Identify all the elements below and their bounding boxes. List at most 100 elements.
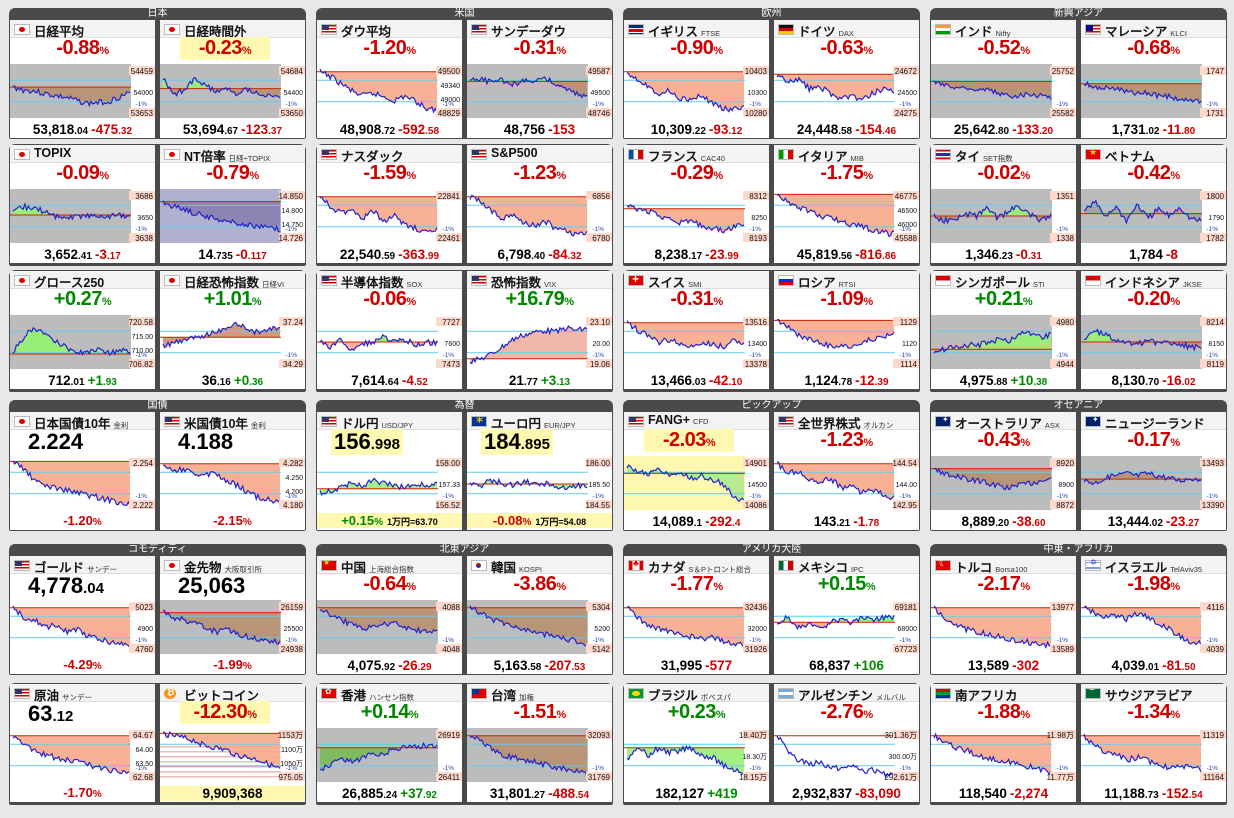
percent-change: -0.88% <box>56 37 109 59</box>
market-subname: EUR/JPY <box>544 421 576 430</box>
market-name: アルゼンチン メルバル <box>798 689 906 703</box>
market-tile[interactable]: イギリス FTSE -0.90% 10403 10300 10280 -1% 10,309.2… <box>624 20 769 138</box>
percent-marker: -1% <box>899 101 911 108</box>
market-tile[interactable]: TOPIX -0.09% 3686 3650 3638 -1% 3,652.41 -3.17 <box>10 145 155 263</box>
market-group: ナスダック -1.59% 22841 22461 -1% 22,540.59 -363.99… <box>316 144 613 266</box>
market-tile[interactable]: ドイツ DAX -0.63% 24672 24500 24275 -1% 24,448.58-… <box>774 20 919 138</box>
axis-label: 1100万 <box>281 746 303 754</box>
market-tile[interactable]: フランス CAC40 -0.29% 8312 8250 8193 -1% 8,238.17 -2… <box>624 145 769 263</box>
axis-label: 2.222 <box>133 501 154 510</box>
tile-header: S&P500 <box>467 145 612 163</box>
market-tile[interactable]: マレーシア KLCI -0.68% 1747 1731 -1% 1,731.02 -11.80 <box>1081 20 1226 138</box>
chart-area <box>627 606 744 648</box>
market-tile[interactable]: ナスダック -1.59% 22841 22461 -1% 22,540.59 -363.99 <box>317 145 462 263</box>
price-line <box>933 467 1052 491</box>
price-line <box>319 741 438 772</box>
market-tile[interactable]: NT倍率 日経÷TOPIX -0.79% 14.850 14.800 14.750 14.7… <box>160 145 305 263</box>
market-tile[interactable]: FANG+ CFD -2.03% 14901 14500 14086 -1% 14,089.1… <box>624 412 769 530</box>
market-tile[interactable]: タイ SET指数 -0.02% 1351 1338 -1% 1,346.23 -0.31 <box>931 145 1076 263</box>
market-tile[interactable]: 台湾 加権 -1.51% 32093 31769 -1% 31,801.27 -488.54 <box>467 684 612 802</box>
axis-label: 8250 <box>751 215 767 222</box>
group-title: コモディティ <box>128 544 187 555</box>
market-tile[interactable]: ニュージーランド-0.17% 13493 13390-1% 13,444.02-23.… <box>1081 412 1226 530</box>
percent-marker: -1% <box>135 101 147 108</box>
market-tile[interactable]: ロシア RTSI -1.09% 1129 1120 1114 -1% 1,124.78 -12.… <box>774 271 919 389</box>
tile-header: TOPIX <box>10 145 155 163</box>
price-footer: 26,885.24 +37.92 <box>341 786 437 801</box>
market-group: 国債 日本国債10年 金利 2.224 2.254 2.222 -1% -1.20% 米国債10… <box>9 400 306 531</box>
market-subname: CFD <box>693 417 709 426</box>
market-tile[interactable]: 日経平均 -0.88% 54459 54000 53653 -1% 53,818.04 -47… <box>10 20 155 138</box>
market-tile[interactable]: インドネシア JKSE -0.20% 8214 8150 8119 -1% 8,130.70-… <box>1081 271 1226 389</box>
axis-label: 4.282 <box>283 459 304 468</box>
market-tile[interactable]: ドル円 USD/JPY 156.998 158.00 157.33 156.52 -1% +0… <box>317 412 462 530</box>
market-tile[interactable]: ブラジル ボベスパ +0.23% 18.40万 18.30万 18.15万 -1% 182,1… <box>624 684 769 802</box>
axis-label: 25582 <box>1052 109 1075 118</box>
price: 7,614 <box>351 373 385 388</box>
market-name: ダウ平均 <box>341 25 392 39</box>
market-tile[interactable]: ゴールド サンデー 4,778.04 5023 4900 4760 -1% -4.29% <box>10 556 155 674</box>
net-change: -363.99 <box>398 247 440 262</box>
market-tile[interactable]: イタリア MIB -1.75% 46775 46500 46000 45588 -1% 45,8… <box>774 145 919 263</box>
axis-label: 54000 <box>134 90 154 97</box>
percent-marker: -1% <box>899 226 911 233</box>
percent-marker: -1% <box>899 493 911 500</box>
market-tile[interactable]: 南アフリカ -1.88% 11.98万 11.77万 -1% 118,540 -2,274 <box>931 684 1076 802</box>
market-tile[interactable]: 日経時間外 -0.23% 54684 54400 53650 -1% 53,694.67 -1… <box>160 20 305 138</box>
market-tile[interactable]: サンデーダウ -0.31% 49587 49500 48746 -1% 48,756 -153 <box>467 20 612 138</box>
hk-flag-icon <box>321 687 337 699</box>
market-tile[interactable]: 米国債10年 金利 4.188 4.282 4.250 4.200 4.180 -1% -2.1… <box>160 412 305 530</box>
market-tile[interactable]: 半導体指数 SOX -0.06% 7727 7600 7473 -1% 7,614.64 -4.… <box>317 271 462 389</box>
market-group: 日本 日経平均 -0.88% 54459 54000 53653 -1% 53,818.04-… <box>9 8 306 139</box>
market-name: タイ SET指数 <box>955 150 1013 164</box>
market-tile[interactable]: ベトナム-0.42% 1800 1790 1782-1% 1,784-8 <box>1081 145 1226 263</box>
market-tile[interactable]: メキシコ IPC +0.15% 69181 68000 67723 -1% 68,837 +10… <box>774 556 919 674</box>
market-tile[interactable]: サウジアラビア-1.34% 11319 11164-1% 11,188.73-152.… <box>1081 684 1226 802</box>
price: 14 <box>198 247 214 262</box>
axis-label: 6856 <box>592 192 610 201</box>
price-chart: 301.36万 300.00万 292.61万-1% <box>774 730 919 782</box>
market-tile[interactable]: 全世界株式 オルカン -1.23% 144.54 144.00 142.95 -1% 143.… <box>774 412 919 530</box>
net-change: -93.12 <box>708 122 743 137</box>
market-tile[interactable]: インド Nifty -0.52% 25752 25582 -1% 25,642.80 -133… <box>931 20 1076 138</box>
tile-header: FANG+ CFD <box>624 412 769 430</box>
market-tile[interactable]: 原油 サンデー 63.12 64.67 64.00 63.50 62.68 -1% -1.70% <box>10 684 155 802</box>
market-tile[interactable]: ダウ平均 -1.20% 49500 49340 49000 48829 -1% 48,908.… <box>317 20 462 138</box>
market-tile[interactable]: アルゼンチン メルバル -2.76% 301.36万 300.00万 292.61万 -1%… <box>774 684 919 802</box>
market-tile[interactable]: 金先物 大阪取引所 25,063 26159 25500 24938 -1% -1.99% <box>160 556 305 674</box>
net-change: +37.92 <box>400 786 437 801</box>
tile-header: 金先物 大阪取引所 <box>160 556 305 575</box>
market-tile[interactable]: ビットコイン-12.30% 1153万 1100万 1050万 975.05-1% 9,9… <box>160 684 305 802</box>
price-line <box>626 72 745 113</box>
axis-label: 46000 <box>898 222 918 229</box>
axis-label: 31926 <box>745 645 768 654</box>
axis-label: 32093 <box>588 731 611 740</box>
axis-label: 49500 <box>438 67 461 76</box>
market-tile[interactable]: S&P500 -1.23% 6856 6780 -1% 6,798.40 -84.32 <box>467 145 612 263</box>
axis-label: 14500 <box>748 482 768 489</box>
price-footer: 5,163.58 -207.53 <box>493 658 586 673</box>
market-tile[interactable]: 恐怖指数 VIX +16.79% 23.10 20.00 19.06 -1% 21.77 +3.… <box>467 271 612 389</box>
market-tile[interactable]: 韓国 KOSPI -3.86% 5304 5200 5142 -1% 5,163.58 -207… <box>467 556 612 674</box>
price-line <box>469 477 588 490</box>
price: 31,801 <box>489 786 532 801</box>
kr-flag-icon <box>471 560 487 571</box>
market-tile[interactable]: 日経恐怖指数 日経VI +1.01% 37.24 34.29 -1% 36.16 +0.36 <box>160 271 305 389</box>
market-tile[interactable]: グロース250 +0.27% 720.58 715.00 710.00 706.82 -1%… <box>10 271 155 389</box>
percent-change: +0.23% <box>667 701 726 723</box>
market-tile[interactable]: シンガポール STI +0.21% 4980 4944 -1% 4,975.88 +10.38 <box>931 271 1076 389</box>
percent-change: -0.64% <box>363 573 416 595</box>
tile-header: ニュージーランド <box>1081 412 1226 431</box>
percent-marker: -1% <box>442 226 454 233</box>
market-tile[interactable]: 日本国債10年 金利 2.224 2.254 2.222 -1% -1.20% <box>10 412 155 530</box>
price-line <box>12 326 131 357</box>
